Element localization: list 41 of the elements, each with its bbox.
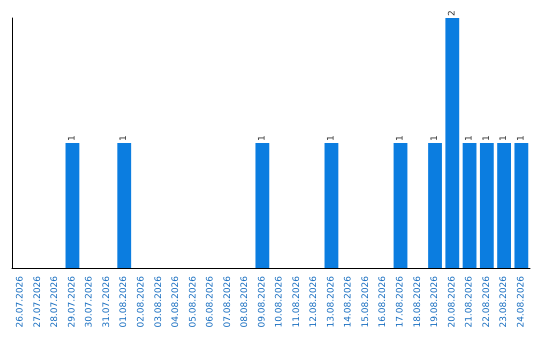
x-tick-label: 03.08.2026 (154, 276, 164, 328)
x-tick-label: 05.08.2026 (188, 276, 198, 328)
x-tick-label: 27.07.2026 (32, 276, 43, 328)
x-tick-label: 02.08.2026 (136, 276, 146, 328)
x-tick-label: 26.07.2026 (16, 276, 26, 328)
x-tick-label: 29.07.2026 (67, 276, 78, 328)
x-tick-label: 24.08.2026 (516, 276, 526, 328)
x-tick-label: 12.08.2026 (309, 276, 320, 328)
x-tick-label: 16.08.2026 (378, 276, 388, 328)
data-label: 1 (326, 135, 336, 141)
x-tick-label: 14.08.2026 (344, 276, 354, 328)
x-tick-label: 17.08.2026 (396, 276, 406, 328)
x-tick-label: 28.07.2026 (50, 276, 60, 328)
x-tick-label: 04.08.2026 (171, 276, 182, 328)
data-label: 1 (396, 135, 406, 141)
data-label: 1 (482, 135, 492, 141)
data-label: 1 (257, 135, 268, 141)
x-tick-label: 31.07.2026 (102, 276, 112, 328)
data-label: 1 (499, 135, 510, 141)
x-tick-label: 22.08.2026 (482, 276, 492, 328)
x-tick-label: 06.08.2026 (206, 276, 216, 328)
x-tick-label: 18.08.2026 (412, 276, 423, 328)
x-tick-label: 23.08.2026 (499, 276, 510, 328)
x-tick-label: 15.08.2026 (360, 276, 371, 328)
data-label: 2 (447, 10, 458, 16)
data-label: 1 (516, 135, 526, 141)
x-tick-label: 19.08.2026 (430, 276, 440, 328)
x-tick-label: 01.08.2026 (119, 276, 130, 328)
x-tick-label: 21.08.2026 (464, 276, 475, 328)
x-tick-label: 13.08.2026 (326, 276, 336, 328)
x-tick-label: 09.08.2026 (257, 276, 268, 328)
x-tick-label: 08.08.2026 (240, 276, 250, 328)
data-label: 1 (67, 135, 78, 141)
data-label: 1 (119, 135, 130, 141)
x-tick-label: 10.08.2026 (274, 276, 285, 328)
x-tick-label: 07.08.2026 (222, 276, 233, 328)
data-label: 1 (464, 135, 475, 141)
x-tick-label: 11.08.2026 (292, 276, 302, 328)
data-label: 1 (430, 135, 440, 141)
x-tick-label: 20.08.2026 (447, 276, 458, 328)
x-tick-label: 30.07.2026 (84, 276, 95, 328)
